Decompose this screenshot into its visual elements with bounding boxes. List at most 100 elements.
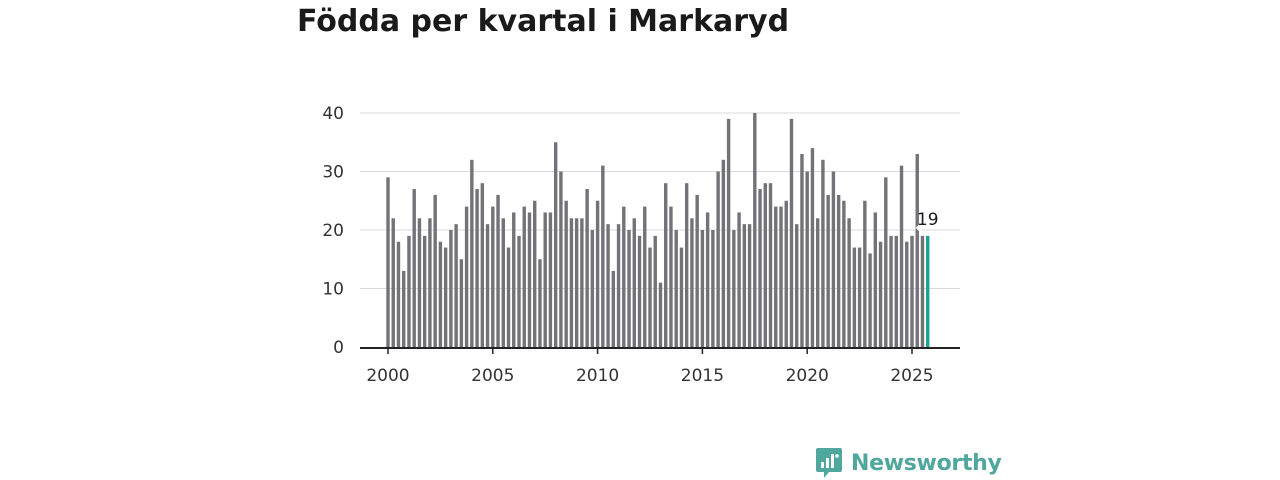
bar [800,153,804,347]
x-axis-ticks: 2000 2005 2010 2015 2020 2025 [366,348,934,386]
bar [438,241,443,347]
bar [857,247,862,347]
bar [716,171,720,347]
bar [784,200,788,347]
label-pointer [915,221,922,234]
bar-chart: 0 10 20 30 40 2000 2005 2010 2015 2020 2025 19 [322,104,960,386]
bar [884,177,888,347]
bar [548,212,553,347]
bar [721,159,726,347]
bar [836,194,841,347]
bar [595,200,600,347]
bar [506,247,511,347]
bar [774,206,778,347]
bar [527,212,532,347]
bar [601,165,605,347]
bar [905,241,909,347]
bar [470,159,474,347]
chart-title: Födda per kvartal i Markaryd [297,4,790,39]
bar [517,235,521,347]
bar [920,235,925,347]
x-tick-label: 2020 [786,366,829,386]
y-tick-label: 10 [322,280,344,300]
bar-latest [926,235,930,347]
bar [915,153,919,347]
bar [664,183,668,347]
bar [852,247,857,347]
bar [910,235,914,347]
bar [428,218,432,347]
bar [690,218,694,347]
bar [795,224,799,347]
bar [831,171,836,347]
bar [454,224,458,347]
bar [585,189,589,347]
bar [768,183,773,347]
bar [700,230,705,347]
bar [669,206,673,347]
bar [873,212,878,347]
y-axis-ticks: 0 10 20 30 40 [322,104,344,358]
bar [711,230,715,347]
bar [543,212,547,347]
bar [422,235,427,347]
bar [894,235,898,347]
bar [878,241,883,347]
bar [674,230,678,347]
bar [622,206,626,347]
bar [559,171,563,347]
y-tick-label: 0 [333,338,344,358]
bar [574,218,579,347]
x-tick-label: 2025 [890,366,933,386]
bar [863,200,867,347]
bar [616,224,621,347]
y-tick-label: 20 [322,221,344,241]
bar [611,270,616,347]
bar [417,218,422,347]
bar [805,171,809,347]
bar [553,142,558,347]
x-tick-label: 2000 [366,366,409,386]
bar [386,177,390,347]
bar [810,148,815,347]
x-tick-label: 2010 [576,366,619,386]
newsworthy-logo: Newsworthy [815,446,1002,480]
bar [705,212,710,347]
bar [763,183,767,347]
brand-name: Newsworthy [851,450,1002,476]
bar [679,247,684,347]
bar [815,218,820,347]
bar-chart-logo-icon [816,448,842,478]
bar [538,259,542,347]
bar [433,194,437,347]
bar [648,247,652,347]
bar [789,118,794,347]
bar [533,200,537,347]
bar [658,282,663,347]
bar [779,206,783,347]
bar [899,165,904,347]
y-tick-label: 30 [322,163,344,183]
bar [449,230,453,347]
bar [889,235,893,347]
bar [396,241,401,347]
bar [443,247,448,347]
bar [632,218,636,347]
bar [826,194,830,347]
bar [606,224,610,347]
bar [496,194,500,347]
bar [580,218,584,347]
x-tick-label: 2005 [471,366,514,386]
bar [643,206,647,347]
bar [847,218,851,347]
bar [391,218,395,347]
bar [758,189,762,347]
bar [407,235,411,347]
bar [475,189,479,347]
bars [386,113,930,347]
bar [501,218,505,347]
bar [653,235,657,347]
bar [637,235,642,347]
bar [412,189,416,347]
latest-value-label: 19 [917,210,939,230]
